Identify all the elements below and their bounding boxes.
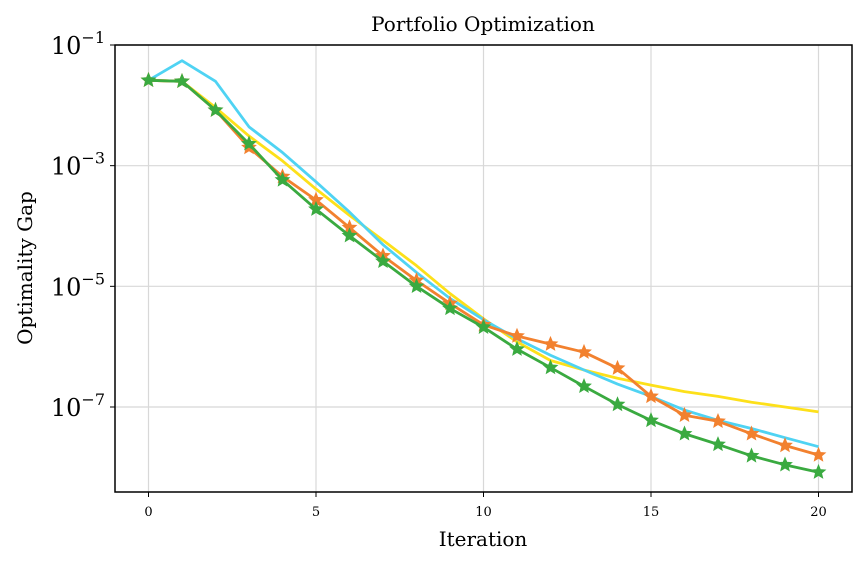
- data-point: [308, 200, 324, 216]
- data-point: [140, 71, 157, 88]
- data-point: [542, 335, 559, 351]
- x-tick-label: 0: [144, 505, 152, 520]
- data-point: [341, 227, 358, 243]
- data-point: [643, 388, 659, 404]
- y-tick-exponent: −7: [81, 390, 105, 409]
- y-tick-label: 10−1: [51, 28, 105, 60]
- data-point: [274, 171, 291, 187]
- y-tick-base: 10: [51, 394, 82, 422]
- plot-frame: [114, 44, 853, 493]
- data-point: [743, 425, 760, 441]
- data-point: [810, 446, 827, 462]
- y-tick-base: 10: [51, 153, 82, 181]
- y-tick-exponent: −1: [81, 28, 105, 47]
- data-point: [576, 343, 592, 359]
- data-point: [676, 425, 693, 441]
- data-point: [710, 412, 726, 428]
- y-tick-exponent: −5: [81, 269, 105, 288]
- data-point: [174, 73, 190, 89]
- data-point: [676, 406, 693, 422]
- data-point: [576, 378, 592, 394]
- x-axis-label: Iteration: [439, 527, 528, 551]
- y-tick-base: 10: [51, 32, 82, 60]
- data-point: [609, 359, 626, 375]
- chart-title: Portfolio Optimization: [371, 12, 595, 36]
- x-tick-label: 5: [312, 505, 320, 520]
- data-point: [777, 456, 793, 472]
- data-point: [207, 101, 224, 117]
- data-point: [442, 300, 458, 316]
- y-tick-base: 10: [51, 273, 82, 301]
- y-tick-label: 10−5: [51, 269, 105, 301]
- x-tick-label: 15: [643, 505, 660, 520]
- data-point: [743, 447, 760, 463]
- x-tick-label: 20: [810, 505, 827, 520]
- data-point: [375, 252, 391, 269]
- data-point: [710, 436, 726, 452]
- y-tick-label: 10−3: [51, 149, 105, 181]
- data-point: [777, 437, 793, 453]
- data-point: [509, 327, 525, 343]
- data-point: [475, 318, 492, 334]
- data-point: [810, 463, 827, 479]
- y-axis-label: Optimality Gap: [13, 191, 37, 345]
- data-point: [509, 340, 525, 356]
- data-point: [609, 396, 626, 412]
- y-tick-exponent: −3: [81, 149, 105, 168]
- data-point: [241, 135, 257, 151]
- data-point: [643, 412, 659, 428]
- y-tick-label: 10−7: [51, 390, 105, 422]
- data-point: [542, 359, 559, 375]
- data-point: [408, 278, 425, 294]
- x-tick-label: 10: [475, 505, 492, 520]
